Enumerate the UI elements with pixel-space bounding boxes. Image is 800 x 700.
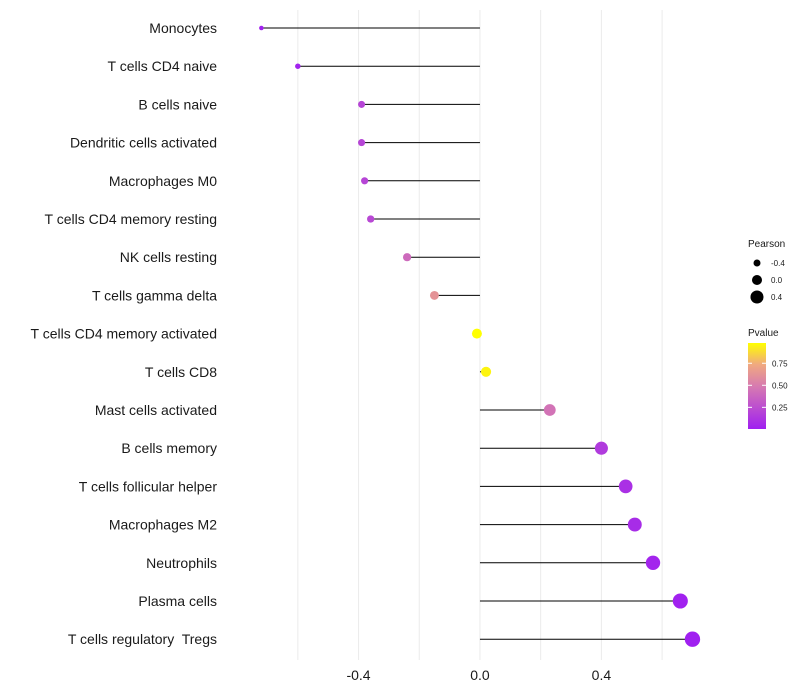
pvalue-legend-label: 0.25: [772, 403, 788, 412]
pearson-legend-title: Pearson: [748, 239, 785, 250]
dot-b-cells-memory: [594, 441, 608, 455]
pvalue-legend-title: Pvalue: [748, 328, 779, 339]
dot-t-cells-cd8: [480, 366, 492, 377]
dot-neutrophils: [645, 555, 661, 570]
dot-nk-cells-resting: [402, 253, 412, 262]
dot-macrophages-m2: [627, 517, 642, 532]
pearson-size-legend: Pearson -0.4 0.0 0.4: [748, 239, 785, 304]
category-label: Monocytes: [149, 20, 217, 36]
category-label: Mast cells activated: [95, 402, 217, 418]
category-label: Macrophages M2: [109, 517, 217, 533]
category-label: Dendritic cells activated: [70, 135, 217, 151]
pearson-legend-key: [751, 274, 763, 286]
category-label: B cells naive: [138, 96, 217, 112]
category-label: T cells regulatory Tregs: [68, 631, 217, 647]
category-label: T cells CD4 memory resting: [45, 211, 217, 227]
x-axis-tick-labels: -0.4 0.0 0.4: [346, 667, 611, 683]
dot-t-cells-regulatory-tregs: [684, 631, 701, 647]
dot-dendritic-cells-activated: [358, 139, 366, 147]
x-tick-label: -0.4: [346, 667, 370, 683]
category-label: T cells CD4 memory activated: [31, 326, 217, 342]
pvalue-color-legend: Pvalue 0.75 0.50 0.25: [748, 328, 788, 429]
pvalue-legend-label: 0.50: [772, 381, 788, 390]
dot-macrophages-m0: [361, 177, 369, 185]
lollipop-stems: [261, 27, 693, 640]
dot-t-cells-cd4-naive: [295, 63, 301, 69]
category-label: T cells CD4 naive: [108, 58, 218, 74]
pearson-legend-label: 0.4: [771, 293, 783, 302]
pearson-legend-key: [753, 259, 761, 267]
category-label: T cells follicular helper: [79, 478, 218, 494]
dot-t-cells-cd4-memory-activated: [471, 328, 482, 339]
category-label: Plasma cells: [138, 593, 217, 609]
category-label: B cells memory: [121, 440, 217, 456]
dot-mast-cells-activated: [543, 404, 556, 416]
category-label: T cells CD8: [145, 364, 217, 380]
vertical-gridlines: [297, 10, 663, 660]
dot-t-cells-follicular-helper: [618, 479, 633, 494]
pearson-legend-label: 0.0: [771, 276, 783, 285]
dot-plasma-cells: [672, 593, 688, 609]
category-label: NK cells resting: [120, 249, 217, 265]
pearson-legend-label: -0.4: [771, 259, 785, 268]
x-tick-label: 0.0: [470, 667, 490, 683]
dot-t-cells-gamma-delta: [429, 290, 439, 300]
category-label: Neutrophils: [146, 555, 217, 571]
dot-b-cells-naive: [358, 100, 366, 108]
x-tick-label: 0.4: [592, 667, 612, 683]
category-label: T cells gamma delta: [92, 287, 217, 303]
dot-t-cells-cd4-memory-resting: [367, 215, 375, 223]
dot-monocytes: [259, 25, 264, 31]
pearson-legend-key: [750, 290, 764, 304]
category-labels: Monocytes T cells CD4 naive B cells naive D…: [31, 20, 218, 647]
pvalue-legend-label: 0.75: [772, 359, 788, 368]
lollipop-dots: [259, 25, 701, 647]
pvalue-colorbar: [748, 343, 766, 429]
category-label: Macrophages M0: [109, 173, 217, 189]
